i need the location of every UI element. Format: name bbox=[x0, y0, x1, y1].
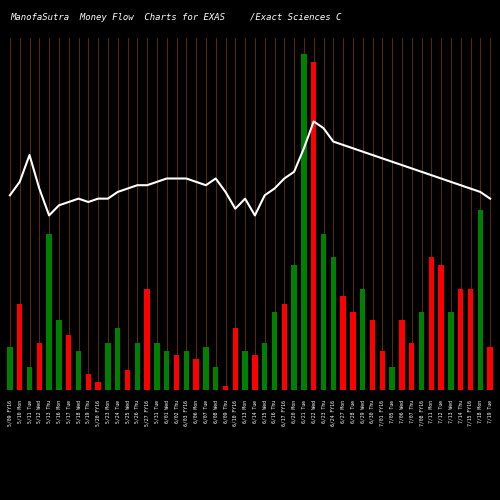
Bar bbox=[154, 343, 160, 390]
Bar bbox=[409, 343, 414, 390]
Text: ManofaSutra  Money Flow  Charts for EXAS: ManofaSutra Money Flow Charts for EXAS bbox=[10, 12, 225, 22]
Bar bbox=[301, 54, 306, 390]
Bar bbox=[330, 258, 336, 390]
Bar bbox=[360, 288, 366, 390]
Bar bbox=[194, 359, 199, 390]
Bar bbox=[203, 347, 208, 390]
Bar bbox=[370, 320, 375, 390]
Bar bbox=[86, 374, 91, 390]
Bar bbox=[164, 351, 170, 390]
Bar bbox=[262, 343, 268, 390]
Bar bbox=[272, 312, 277, 390]
Bar bbox=[488, 347, 493, 390]
Bar bbox=[56, 320, 62, 390]
Bar bbox=[311, 62, 316, 390]
Bar bbox=[438, 265, 444, 390]
Bar bbox=[242, 351, 248, 390]
Bar bbox=[458, 288, 464, 390]
Bar bbox=[125, 370, 130, 390]
Bar bbox=[66, 336, 71, 390]
Bar bbox=[468, 288, 473, 390]
Bar bbox=[321, 234, 326, 390]
Bar bbox=[115, 328, 120, 390]
Bar bbox=[7, 347, 12, 390]
Bar bbox=[282, 304, 287, 390]
Bar bbox=[76, 351, 81, 390]
Bar bbox=[448, 312, 454, 390]
Bar bbox=[184, 351, 189, 390]
Bar bbox=[223, 386, 228, 390]
Bar bbox=[174, 355, 179, 390]
Bar bbox=[105, 343, 110, 390]
Bar bbox=[478, 210, 483, 390]
Bar bbox=[340, 296, 346, 390]
Bar bbox=[419, 312, 424, 390]
Bar bbox=[232, 328, 238, 390]
Bar bbox=[134, 343, 140, 390]
Bar bbox=[27, 366, 32, 390]
Bar bbox=[213, 366, 218, 390]
Bar bbox=[96, 382, 101, 390]
Bar bbox=[17, 304, 22, 390]
Bar bbox=[380, 351, 385, 390]
Bar bbox=[46, 234, 52, 390]
Bar bbox=[390, 366, 395, 390]
Bar bbox=[292, 265, 297, 390]
Bar bbox=[252, 355, 258, 390]
Bar bbox=[144, 288, 150, 390]
Text: /Exact Sciences C: /Exact Sciences C bbox=[250, 12, 342, 22]
Bar bbox=[350, 312, 356, 390]
Bar bbox=[399, 320, 404, 390]
Bar bbox=[36, 343, 42, 390]
Bar bbox=[428, 258, 434, 390]
